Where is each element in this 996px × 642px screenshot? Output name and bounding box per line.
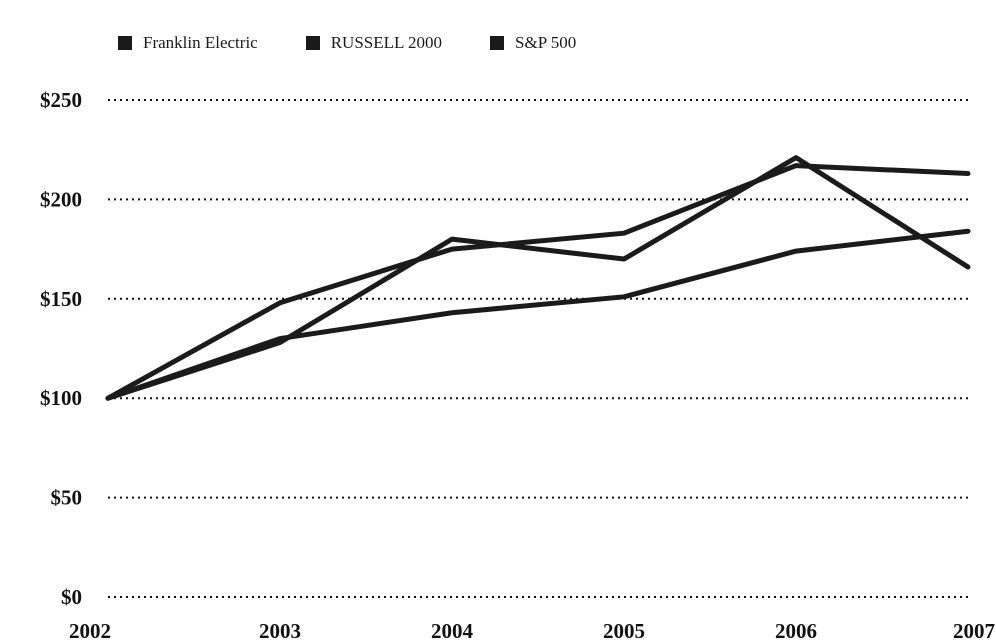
x-tick-label: 2004 (431, 619, 474, 642)
x-tick-label: 2005 (603, 619, 645, 642)
x-tick-label: 2002 (69, 619, 111, 642)
legend-swatch (490, 36, 505, 50)
y-tick-label: $150 (40, 287, 82, 311)
legend-swatch (118, 36, 132, 50)
legend-item-sp-500: S&P 500 (490, 33, 576, 53)
series-line-s-p-500 (105, 228, 971, 401)
series-line-franklin-electric (105, 155, 971, 401)
x-tick-label: 2007 (953, 619, 995, 642)
legend-item-franklin-electric: Franklin Electric (118, 33, 258, 53)
y-tick-label: $200 (40, 187, 82, 211)
series-line-russell-2000 (105, 163, 971, 401)
legend-label: RUSSELL 2000 (330, 33, 443, 52)
y-tick-label: $50 (51, 486, 83, 510)
legend-item-russell-2000: RUSSELL 2000 (305, 33, 443, 53)
legend-swatch (305, 36, 320, 50)
chart-legend: Franklin Electric RUSSELL 2000 S&P 500 (118, 33, 624, 53)
legend-label: Franklin Electric (143, 33, 258, 52)
y-tick-label: $0 (61, 585, 82, 609)
legend-label: S&P 500 (515, 33, 577, 52)
x-tick-label: 2003 (259, 619, 301, 642)
y-tick-label: $100 (40, 386, 82, 410)
x-tick-label: 2006 (775, 619, 817, 642)
y-tick-label: $250 (40, 88, 82, 112)
